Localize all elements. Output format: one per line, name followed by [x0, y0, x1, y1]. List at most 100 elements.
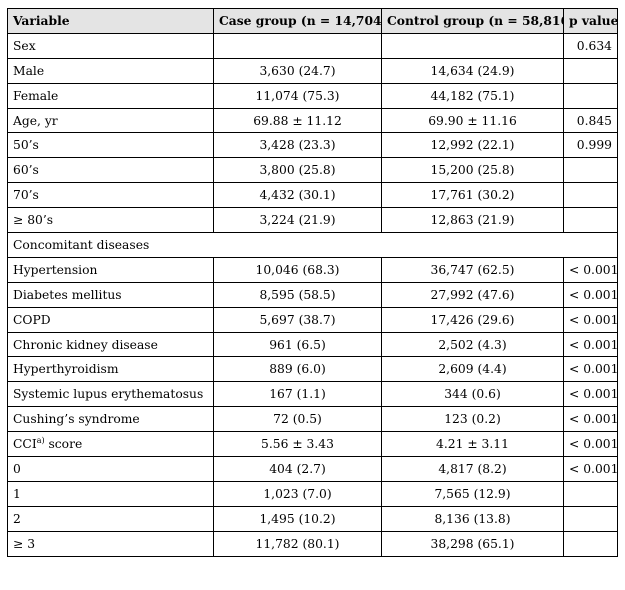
cell-control: 2,502 (4.3) — [381, 331, 564, 358]
table-row: 2 1,495 (10.2) 8,136 (13.8) — [7, 505, 618, 532]
table-row: Hyperthyroidism 889 (6.0) 2,609 (4.4) < 0.0… — [7, 356, 618, 383]
table-row: Cushing’s syndrome 72 (0.5) 123 (0.2) < 0.0… — [7, 406, 618, 433]
cell-case: 11,074 (75.3) — [213, 82, 382, 109]
cell-variable: 2 — [7, 505, 214, 532]
cell-p-value — [563, 82, 618, 109]
table-row: Hypertension 10,046 (68.3) 36,747 (62.5) < … — [7, 256, 618, 283]
cell-control: 14,634 (24.9) — [381, 57, 564, 84]
cell-variable: 1 — [7, 480, 214, 507]
cell-case: 11,782 (80.1) — [213, 530, 382, 557]
cell-case — [213, 32, 382, 59]
cell-case: 961 (6.5) — [213, 331, 382, 358]
cell-control: 17,761 (30.2) — [381, 182, 564, 209]
section-label: Concomitant diseases — [7, 232, 618, 258]
table-row: Male 3,630 (24.7) 14,634 (24.9) — [7, 57, 618, 84]
header-control-group: Control group (n = 58,816) — [381, 8, 564, 34]
cell-control: 123 (0.2) — [381, 406, 564, 433]
cell-case: 889 (6.0) — [213, 356, 382, 383]
cell-case: 1,495 (10.2) — [213, 505, 382, 532]
cell-p-value: < 0.001 — [563, 456, 618, 482]
cell-control: 38,298 (65.1) — [381, 530, 564, 557]
cell-variable: Hypertension — [7, 256, 214, 283]
table-row: Age, yr 69.88 ± 11.12 69.90 ± 11.16 0.845 — [7, 107, 618, 134]
cell-p-value: < 0.001 — [563, 331, 618, 358]
cell-control — [381, 32, 564, 59]
footnote-marker: a) — [36, 436, 45, 446]
cell-p-value: < 0.001 — [563, 381, 618, 408]
cell-p-value — [563, 530, 618, 557]
table-row: 60’s 3,800 (25.8) 15,200 (25.8) — [7, 157, 618, 184]
cell-control: 69.90 ± 11.16 — [381, 107, 564, 134]
cell-case: 72 (0.5) — [213, 406, 382, 433]
cell-variable: 0 — [7, 456, 214, 482]
cell-p-value — [563, 480, 618, 507]
cell-variable: ≥ 80’s — [7, 207, 214, 234]
table-row: ≥ 80’s 3,224 (21.9) 12,863 (21.9) — [7, 207, 618, 234]
table-row: Chronic kidney disease 961 (6.5) 2,502 (4.… — [7, 331, 618, 358]
cell-control: 4.21 ± 3.11 — [381, 431, 564, 458]
cell-p-value — [563, 182, 618, 209]
cell-p-value — [563, 157, 618, 184]
cell-case: 3,800 (25.8) — [213, 157, 382, 184]
table-row: Systemic lupus erythematosus 167 (1.1) 344… — [7, 381, 618, 408]
cell-control: 15,200 (25.8) — [381, 157, 564, 184]
cell-p-value — [563, 505, 618, 532]
cell-variable: Sex — [7, 32, 214, 59]
table-row: 70’s 4,432 (30.1) 17,761 (30.2) — [7, 182, 618, 209]
cell-variable: Systemic lupus erythematosus — [7, 381, 214, 408]
header-variable: Variable — [7, 8, 214, 34]
cell-p-value: 0.999 — [563, 132, 618, 159]
cell-control: 12,863 (21.9) — [381, 207, 564, 234]
cell-case: 5.56 ± 3.43 — [213, 431, 382, 458]
table-row: 50’s 3,428 (23.3) 12,992 (22.1) 0.999 — [7, 132, 618, 159]
section-row: Concomitant diseases — [7, 232, 618, 258]
cell-p-value — [563, 57, 618, 84]
cell-variable: Female — [7, 82, 214, 109]
cell-p-value: < 0.001 — [563, 431, 618, 458]
table-row: CCIa) score 5.56 ± 3.43 4.21 ± 3.11 < 0.… — [7, 431, 618, 458]
cell-case: 10,046 (68.3) — [213, 256, 382, 283]
cell-control: 27,992 (47.6) — [381, 281, 564, 308]
cell-case: 5,697 (38.7) — [213, 306, 382, 333]
cell-control: 2,609 (4.4) — [381, 356, 564, 383]
cell-p-value: 0.634 — [563, 32, 618, 59]
cell-p-value: 0.845 — [563, 107, 618, 134]
table-row: ≥ 3 11,782 (80.1) 38,298 (65.1) — [7, 530, 618, 557]
cell-control: 344 (0.6) — [381, 381, 564, 408]
cell-variable: Male — [7, 57, 214, 84]
cell-p-value: < 0.001 — [563, 306, 618, 333]
cell-control: 8,136 (13.8) — [381, 505, 564, 532]
cell-control: 4,817 (8.2) — [381, 456, 564, 482]
table-row: Female 11,074 (75.3) 44,182 (75.1) — [7, 82, 618, 109]
cell-variable: Hyperthyroidism — [7, 356, 214, 383]
cell-control: 17,426 (29.6) — [381, 306, 564, 333]
cell-variable: 70’s — [7, 182, 214, 209]
cell-variable: CCIa) score — [7, 431, 214, 458]
cell-p-value: < 0.001 — [563, 281, 618, 308]
cell-control: 12,992 (22.1) — [381, 132, 564, 159]
table-row: COPD 5,697 (38.7) 17,426 (29.6) < 0.001 — [7, 306, 618, 333]
cell-p-value: < 0.001 — [563, 356, 618, 383]
cell-control: 7,565 (12.9) — [381, 480, 564, 507]
cell-variable: ≥ 3 — [7, 530, 214, 557]
cell-case: 167 (1.1) — [213, 381, 382, 408]
table-header-row: Variable Case group (n = 14,704) Control… — [7, 8, 618, 34]
cell-case: 404 (2.7) — [213, 456, 382, 482]
cell-p-value — [563, 207, 618, 234]
cell-case: 69.88 ± 11.12 — [213, 107, 382, 134]
demographics-table: Variable Case group (n = 14,704) Control… — [7, 8, 618, 557]
cell-variable: Cushing’s syndrome — [7, 406, 214, 433]
cell-p-value: < 0.001 — [563, 256, 618, 283]
cell-control: 36,747 (62.5) — [381, 256, 564, 283]
cell-variable: Diabetes mellitus — [7, 281, 214, 308]
table-row: Diabetes mellitus 8,595 (58.5) 27,992 (47.… — [7, 281, 618, 308]
table-row: 1 1,023 (7.0) 7,565 (12.9) — [7, 480, 618, 507]
header-case-group: Case group (n = 14,704) — [213, 8, 382, 34]
cell-control: 44,182 (75.1) — [381, 82, 564, 109]
cci-suffix: score — [44, 437, 83, 452]
cci-label: CCI — [13, 437, 37, 452]
cell-case: 3,630 (24.7) — [213, 57, 382, 84]
cell-case: 3,428 (23.3) — [213, 132, 382, 159]
table-row: 0 404 (2.7) 4,817 (8.2) < 0.001 — [7, 456, 618, 482]
table-row: Sex 0.634 — [7, 32, 618, 59]
